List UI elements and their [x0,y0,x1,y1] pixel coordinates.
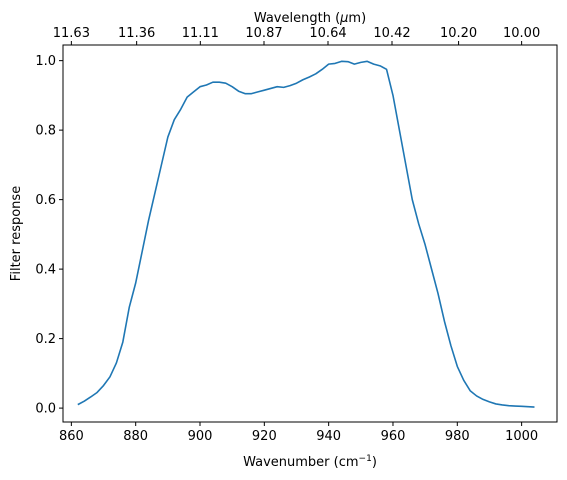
series-line [77,60,535,408]
x-tick-label: 1000 [505,429,538,444]
top-tick-label: 11.63 [53,26,90,41]
x-tick-label: 960 [381,429,406,444]
top-tick-label: 10.42 [373,26,410,41]
y-tick-label: 0.6 [35,193,56,208]
x-axis-label: Wavenumber (cm−1) [243,454,377,470]
x-tick-label: 860 [59,429,84,444]
curve-layer [77,60,535,408]
top-tick-label: 10.87 [245,26,282,41]
y-tick-label: 0.8 [35,124,56,139]
y-axis: 0.0 0.2 0.4 0.6 0.8 1.0 [35,54,63,417]
x-tick-label: 880 [123,429,148,444]
top-tick-label: 11.11 [182,26,219,41]
x-tick-label: 900 [188,429,213,444]
y-tick-label: 0.2 [35,332,56,347]
y-tick-label: 0.4 [35,263,56,278]
y-tick-label: 1.0 [35,54,56,69]
top-tick-label: 11.36 [118,26,155,41]
top-x-axis: 11.63 11.36 11.11 10.87 10.64 10.42 10.20 10.00 [53,26,540,45]
x-tick-label: 920 [252,429,277,444]
axes-frame [62,44,558,423]
top-x-axis-label: Wavelength (μm) [254,11,366,26]
y-tick-label: 0.0 [35,402,56,417]
x-tick-label: 940 [316,429,341,444]
top-tick-label: 10.64 [309,26,346,41]
bottom-x-axis: 860 880 900 920 940 960 980 1000 [59,422,538,444]
top-tick-label: 10.00 [503,26,540,41]
top-tick-label: 10.20 [440,26,477,41]
y-axis-label: Filter response [9,186,24,281]
x-tick-label: 980 [445,429,470,444]
